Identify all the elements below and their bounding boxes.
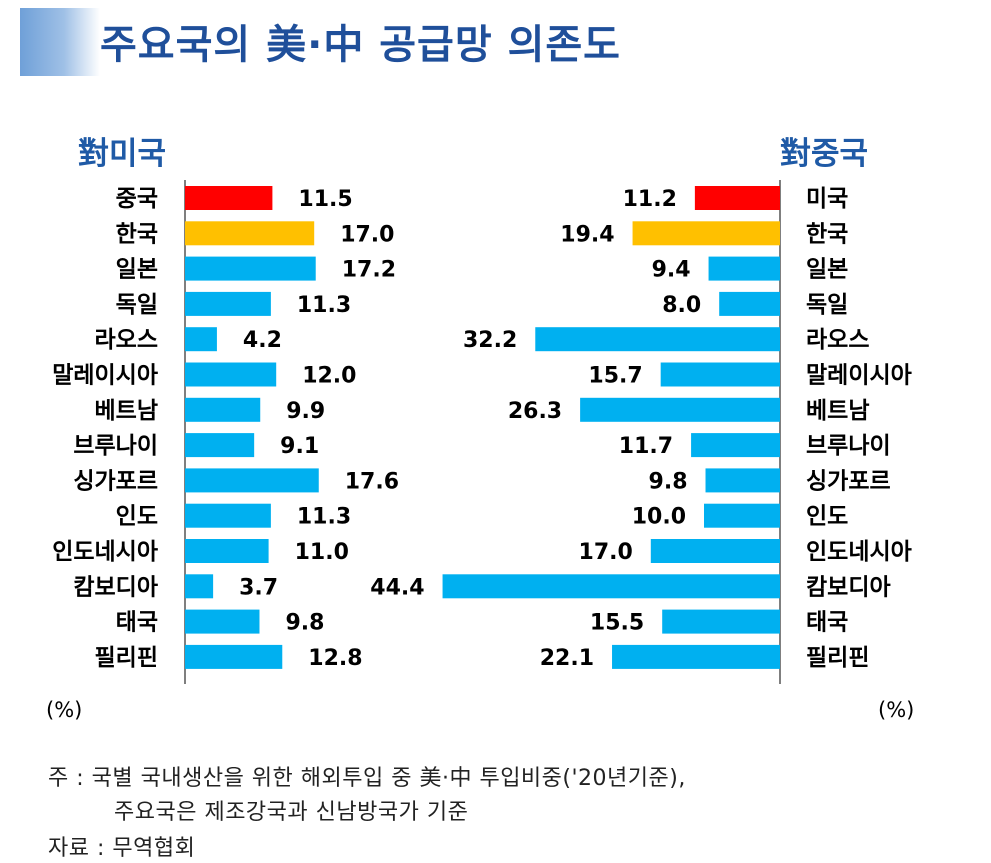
- us-bar: [185, 362, 277, 387]
- us-category-label: 말레이시아: [52, 363, 158, 389]
- china-value-label: 44.4: [370, 575, 424, 600]
- china-value-label: 9.8: [649, 469, 688, 494]
- us-bar: [185, 574, 214, 599]
- china-category-label: 필리핀: [806, 645, 869, 671]
- us-bar: [185, 221, 315, 246]
- us-value-label: 11.5: [298, 187, 352, 212]
- china-category-label: 인도: [806, 504, 848, 530]
- china-value-label: 11.7: [619, 434, 673, 459]
- china-value-label: 19.4: [560, 222, 614, 247]
- source-line: 자료 : 무역협회: [48, 836, 196, 861]
- us-category-label: 베트남: [95, 398, 158, 424]
- china-bar: [650, 539, 780, 563]
- china-value-label: 9.4: [652, 258, 691, 283]
- china-unit-label: (%): [878, 698, 915, 722]
- us-category-label: 인도네시아: [52, 539, 158, 565]
- us-category-label: 태국: [116, 610, 158, 636]
- us-value-label: 11.3: [297, 505, 351, 530]
- china-category-label: 독일: [806, 292, 848, 318]
- china-category-label: 싱가포르: [806, 468, 891, 494]
- us-category-label: 인도: [116, 504, 158, 530]
- china-category-label: 미국: [806, 186, 848, 212]
- china-bar: [719, 291, 780, 316]
- us-value-label: 3.7: [239, 575, 278, 600]
- page-title: 주요국의 美·中 공급망 의존도: [100, 22, 621, 68]
- china-category-label: 말레이시아: [806, 363, 912, 389]
- note-line-1: 주 : 국별 국내생산을 위한 해외투입 중 美·中 투입비중('20년기준),: [48, 766, 686, 791]
- china-value-label: 15.5: [590, 611, 644, 636]
- us-category-label: 싱가포르: [73, 468, 158, 494]
- china-value-label: 17.0: [579, 540, 633, 565]
- china-category-label: 태국: [806, 610, 848, 636]
- note-line-2: 주요국은 제조강국과 신남방국가 기준: [114, 800, 469, 825]
- us-bar: [185, 291, 271, 316]
- us-value-label: 17.2: [342, 258, 396, 283]
- us-bar: [185, 433, 255, 458]
- china-category-label: 인도네시아: [806, 539, 912, 565]
- us-bar: [185, 256, 316, 281]
- us-value-label: 9.8: [285, 611, 324, 636]
- china-bar: [535, 327, 780, 352]
- us-category-label: 한국: [116, 221, 158, 247]
- china-bar: [708, 256, 780, 281]
- us-bar: [185, 539, 269, 563]
- us-bar: [185, 327, 217, 352]
- us-bar: [185, 186, 273, 210]
- china-bar: [660, 362, 780, 387]
- china-bar: [580, 397, 780, 422]
- china-bar: [704, 503, 780, 528]
- title-accent-bar: [20, 8, 100, 76]
- us-value-label: 4.2: [243, 328, 282, 353]
- us-category-label: 라오스: [95, 327, 158, 353]
- us-bar: [185, 644, 283, 669]
- china-bar: [705, 468, 780, 493]
- us-category-label: 일본: [116, 257, 158, 283]
- us-category-label: 독일: [116, 292, 158, 318]
- us-panel-title: 對미국: [78, 136, 167, 172]
- us-value-label: 9.1: [280, 434, 319, 459]
- china-value-label: 10.0: [632, 505, 686, 530]
- us-value-label: 11.3: [297, 293, 351, 318]
- china-category-label: 캄보디아: [806, 574, 891, 600]
- china-bar: [691, 433, 780, 458]
- china-value-label: 26.3: [508, 399, 562, 424]
- china-value-label: 32.2: [463, 328, 517, 353]
- us-unit-label: (%): [46, 698, 83, 722]
- us-value-label: 12.0: [302, 364, 356, 389]
- china-bar: [612, 644, 780, 669]
- china-bar: [632, 221, 780, 246]
- us-category-label: 브루나이: [73, 433, 158, 459]
- us-value-label: 17.0: [340, 222, 394, 247]
- china-category-label: 베트남: [806, 398, 869, 424]
- us-value-label: 11.0: [295, 540, 349, 565]
- china-bar: [662, 609, 780, 634]
- us-category-label: 필리핀: [95, 645, 158, 671]
- us-bar: [185, 397, 261, 422]
- china-category-label: 라오스: [806, 327, 869, 353]
- us-bar: [185, 503, 271, 528]
- us-value-label: 17.6: [345, 469, 399, 494]
- us-category-label: 중국: [116, 186, 158, 212]
- us-value-label: 9.9: [286, 399, 325, 424]
- china-category-label: 브루나이: [806, 433, 891, 459]
- china-value-label: 15.7: [588, 364, 642, 389]
- china-category-label: 일본: [806, 257, 848, 283]
- china-bar: [442, 574, 780, 599]
- china-value-label: 8.0: [662, 293, 701, 318]
- us-value-label: 12.8: [308, 646, 362, 671]
- china-bar: [694, 186, 780, 210]
- china-panel-title: 對중국: [780, 136, 869, 172]
- china-category-label: 한국: [806, 221, 848, 247]
- us-bar: [185, 609, 260, 634]
- us-bar: [185, 468, 319, 493]
- china-value-label: 11.2: [623, 187, 677, 212]
- us-category-label: 캄보디아: [73, 574, 158, 600]
- china-value-label: 22.1: [540, 646, 594, 671]
